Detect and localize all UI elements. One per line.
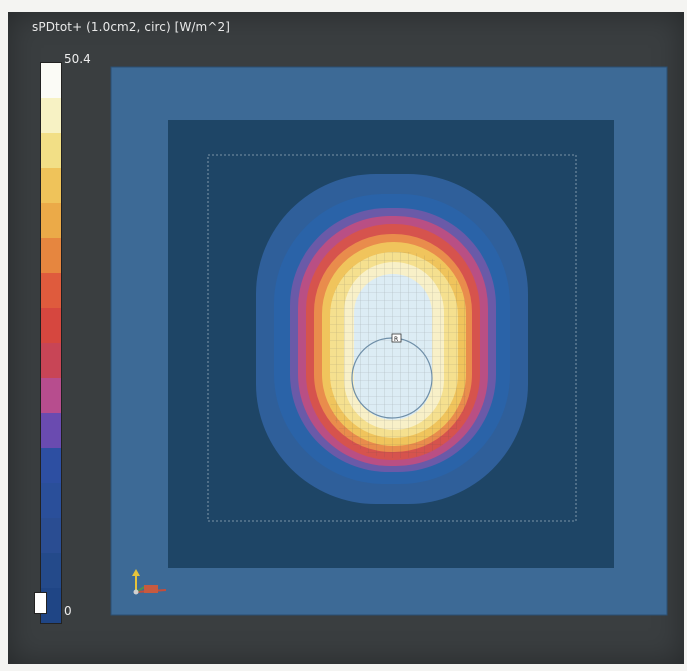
legend-band	[41, 63, 61, 98]
legend-band	[41, 273, 61, 308]
legend-band	[41, 238, 61, 273]
axis-triad-icon	[132, 569, 167, 595]
field-plot: R	[110, 66, 668, 616]
viewport: sPDtot+ (1.0cm2, circ) [W/m^2] 50.4 0 R	[8, 12, 684, 664]
legend-band	[41, 483, 61, 518]
legend-band	[41, 203, 61, 238]
legend-band	[41, 308, 61, 343]
color-legend	[40, 62, 62, 624]
legend-min-label: 0	[64, 604, 72, 618]
legend-band	[41, 98, 61, 133]
legend-slider-handle[interactable]	[34, 592, 47, 614]
peak-marker	[391, 333, 402, 343]
legend-max-label: 50.4	[64, 52, 91, 66]
legend-band	[41, 553, 61, 588]
peak-marker-label: R	[394, 336, 398, 343]
legend-band	[41, 378, 61, 413]
legend-band	[41, 343, 61, 378]
legend-band	[41, 168, 61, 203]
legend-band	[41, 413, 61, 448]
dotted-boundary	[207, 154, 577, 522]
legend-band	[41, 448, 61, 483]
legend-band	[41, 518, 61, 553]
legend-band	[41, 133, 61, 168]
measurement-grid	[330, 252, 466, 458]
chart-title: sPDtot+ (1.0cm2, circ) [W/m^2]	[32, 20, 231, 34]
